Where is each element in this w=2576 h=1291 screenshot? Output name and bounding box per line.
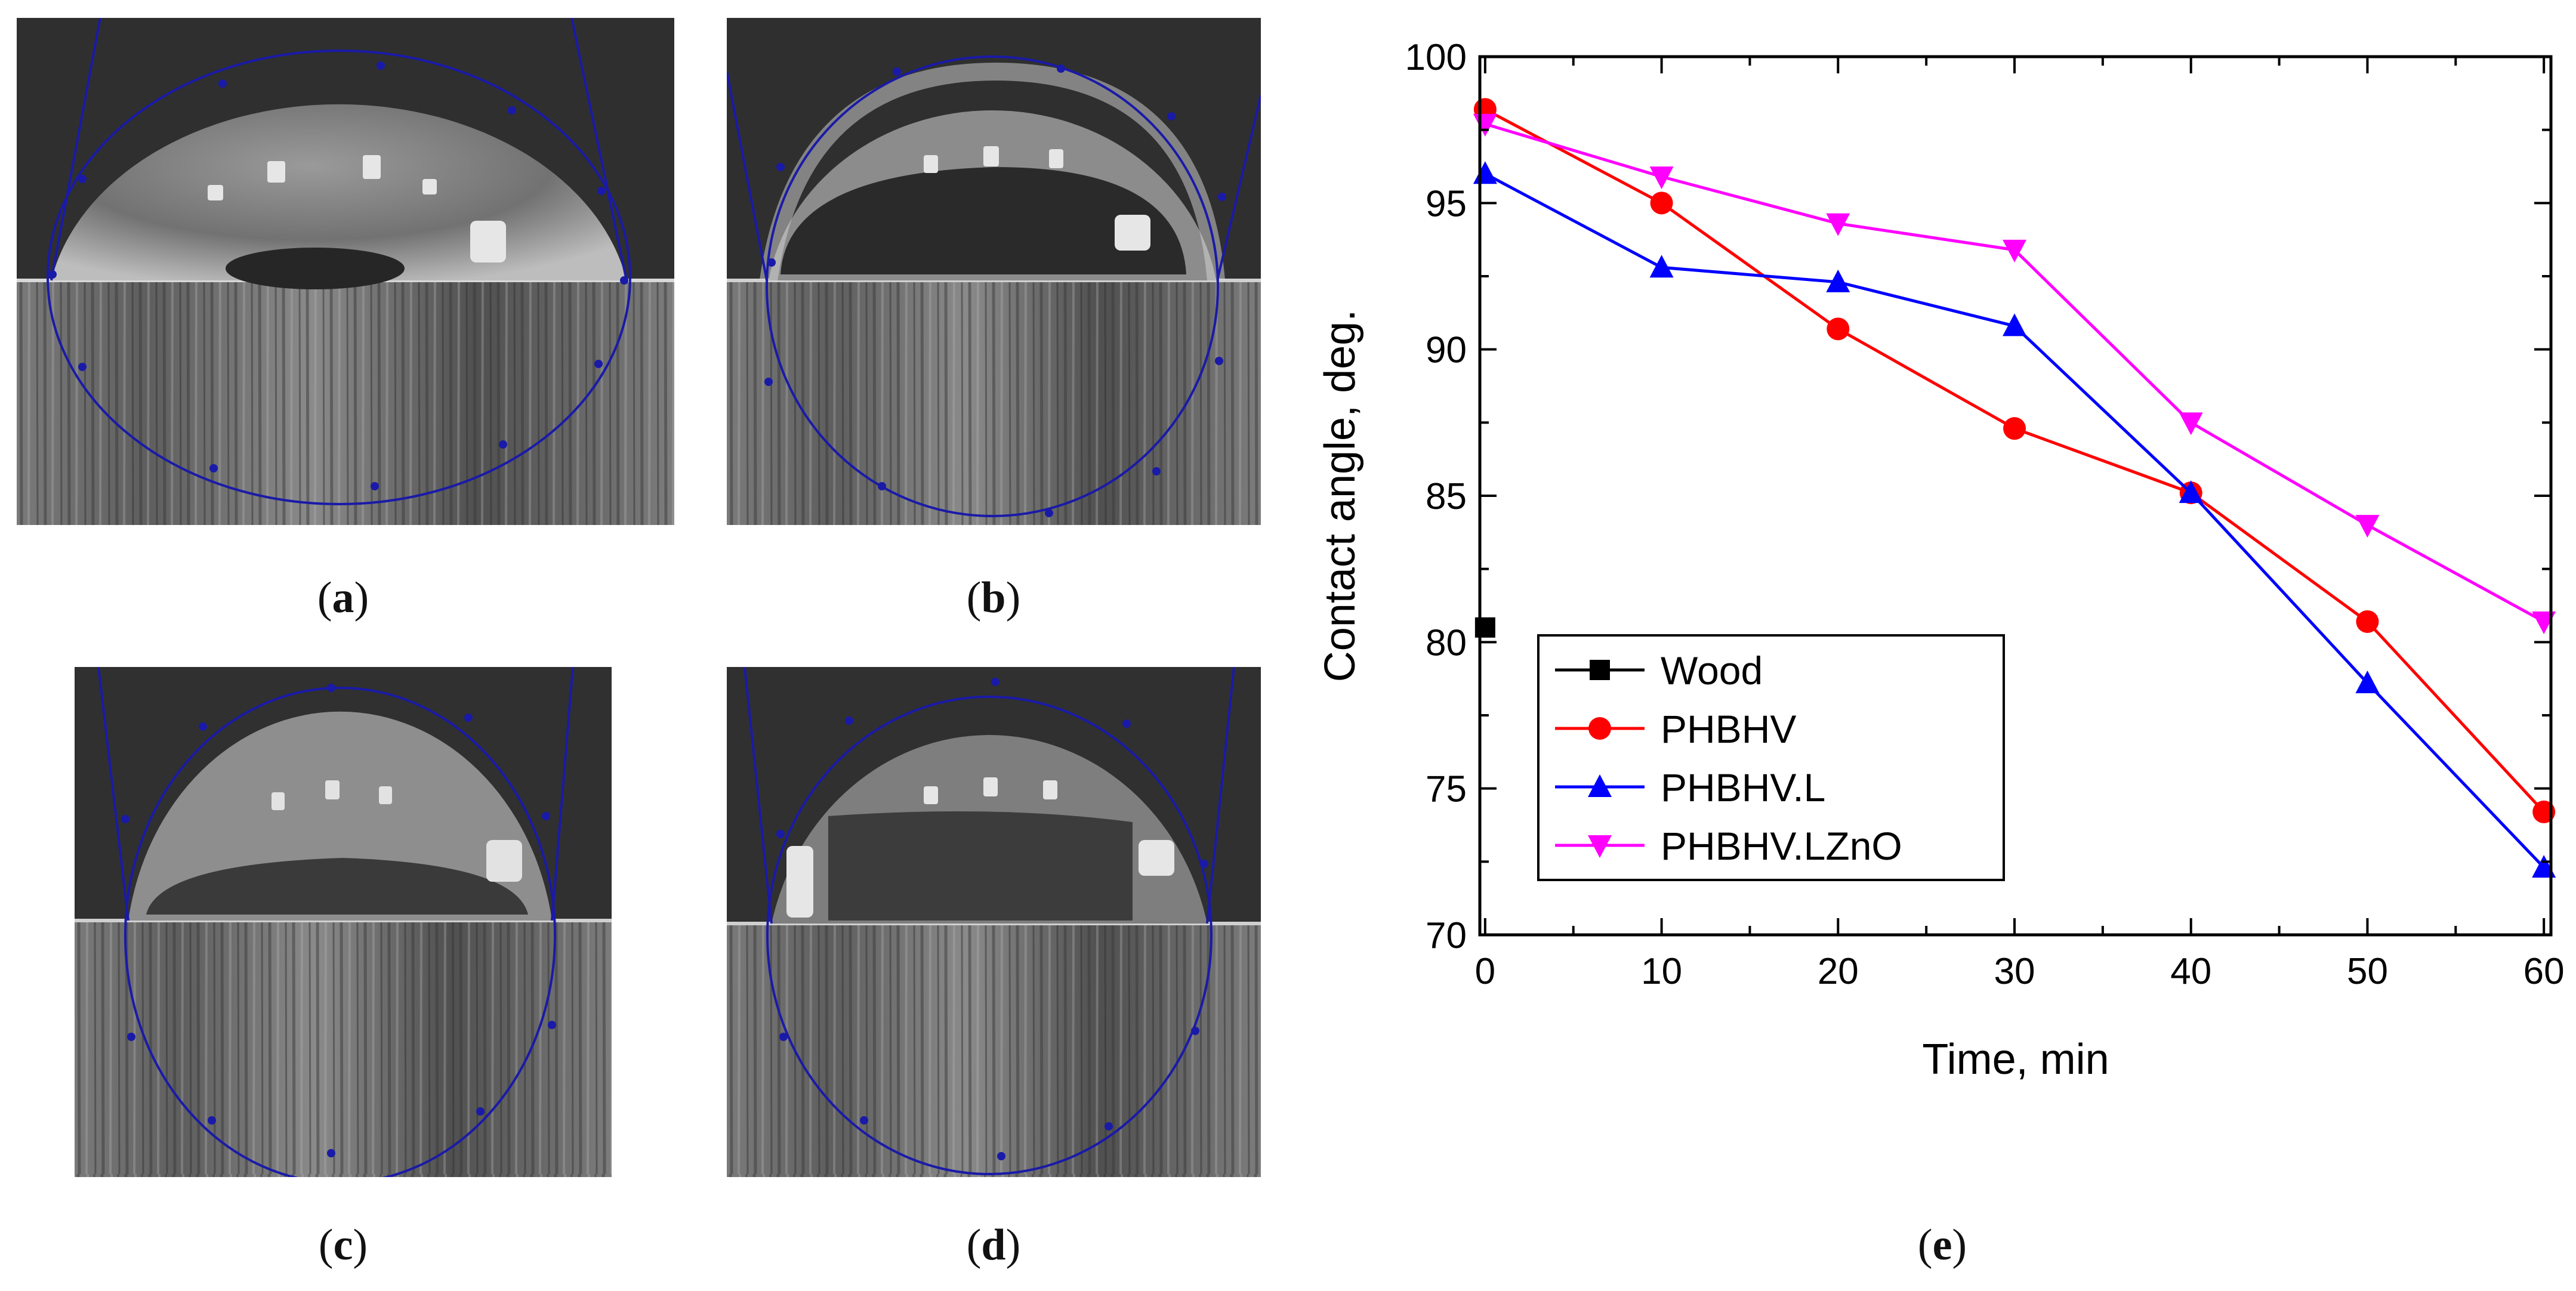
legend-label-phbhv-l: PHBHV.L [1661,765,1825,810]
data-point-phbhv [2003,417,2026,440]
x-tick-label: 60 [2523,951,2565,992]
x-tick-label: 30 [1994,951,2035,992]
data-point-phbhv [1827,317,1850,341]
x-tick-label: 40 [2170,951,2211,992]
legend-marker-phbhv-lzno [1588,835,1612,858]
y-tick-label: 90 [1426,330,1467,371]
x-tick-label: 10 [1641,951,1682,992]
data-point-phbhv-l [1473,161,1497,184]
droplet-photo-c [75,667,612,1177]
y-tick-label: 75 [1426,769,1467,810]
y-axis-label: Contact angle, deg. [1316,310,1364,682]
data-point-phbhv-l [1826,269,1850,292]
data-point-wood [1474,617,1495,638]
data-point-phbhv-lzno [2179,412,2203,436]
legend-marker-phbhv-l [1588,774,1612,797]
x-tick-label: 0 [1475,951,1495,992]
series-line-phbhv-lzno [1485,122,2545,623]
data-point-phbhv-lzno [2003,239,2027,262]
legend-label-wood: Wood [1661,648,1763,693]
y-tick-label: 95 [1426,183,1467,224]
data-point-phbhv-l [2003,313,2027,336]
panel-label-e: (e) [1917,1221,1967,1270]
panel-label-d: (d) [966,1221,1021,1270]
legend-marker-wood [1590,660,1610,680]
y-tick-label: 80 [1426,622,1467,663]
data-point-phbhv-lzno [1649,166,1674,190]
x-tick-label: 20 [1818,951,1859,992]
panel-label-c: (c) [318,1221,368,1270]
plot-frame [1478,55,2553,937]
panel-label-b: (b) [966,573,1021,622]
droplet-photo-a [17,18,674,525]
data-point-phbhv-l [2179,480,2203,504]
legend-box [1537,634,2005,881]
legend: Wood PHBHV PHBHV.L PHBHV.LZnO [1537,634,2005,881]
droplet-photo-d [727,667,1261,1177]
x-tick-label: 50 [2347,951,2388,992]
x-axis-label: Time, min [1922,1036,2109,1083]
y-tick-label: 100 [1405,37,1467,78]
data-point-phbhv-lzno [2355,515,2380,538]
data-point-phbhv-l [1649,255,1674,278]
legend-label-phbhv-lzno: PHBHV.LZnO [1661,824,1902,868]
data-point-phbhv [2356,610,2379,633]
y-tick-label: 85 [1426,476,1467,517]
droplet-photo-b [727,18,1261,525]
data-point-phbhv [1650,192,1673,215]
y-tick-label: 70 [1426,915,1467,956]
legend-label-phbhv: PHBHV [1661,707,1796,751]
panel-label-a: (a) [317,573,369,622]
data-point-phbhv-l [2355,671,2380,694]
data-point-phbhv-lzno [1826,213,1850,236]
legend-marker-phbhv [1588,717,1611,740]
